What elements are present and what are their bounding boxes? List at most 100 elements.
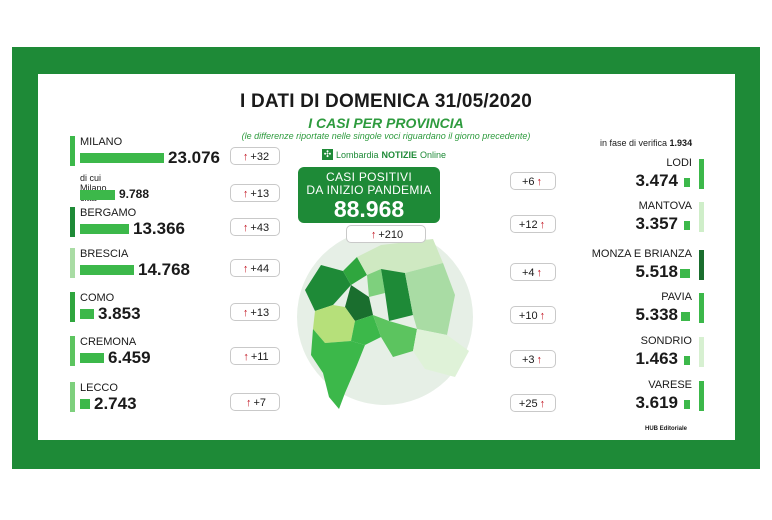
province-diff-box: ↑ +13 [230,303,280,321]
province-diff-box: ↑ +43 [230,218,280,236]
map-monza [345,285,373,321]
arrow-up-icon: ↑ [539,310,546,322]
map-lecco [367,269,385,297]
province-cases-value: 13.366 [133,219,185,238]
province-cases-value: 2.743 [94,394,137,413]
map-mantova [413,329,469,377]
province-cases-bar [684,221,690,230]
province-diff: +6 [521,176,535,188]
province-diff: +12 [518,219,538,231]
province-cases-bar [681,312,690,321]
province-cases-bar [80,399,90,409]
province-diff-box: +3 ↑ [510,350,556,368]
lombardy-map [297,229,473,409]
lombardia-logo-icon: ✣ [322,149,333,160]
province-name: SONDRIO [640,335,692,347]
province-cases-value: 23.076 [168,148,220,167]
arrow-up-icon: ↑ [370,229,377,241]
province-name: BERGAMO [80,207,137,219]
page-title: I DATI DI DOMENICA 31/05/2020 [240,91,532,112]
total-diff-box: ↑ +210 [346,225,426,243]
province-color-bar [70,136,75,166]
brand-name: Lombardia [336,149,379,160]
arrow-up-icon: ↑ [242,222,249,234]
province-diff: +32 [250,151,270,163]
province-color-bar [699,202,704,232]
province-diff: +4 [521,267,535,279]
arrow-up-icon: ↑ [536,354,543,366]
province-name: PAVIA [661,291,692,303]
total-diff: +210 [378,229,404,241]
province-cases-value: 9.788 [119,187,150,201]
province-diff-box: +10 ↑ [510,306,556,324]
map-milano [313,305,355,343]
province-diff: +44 [250,263,270,275]
province-diff-box: +12 ↑ [510,215,556,233]
province-cases-value: 6.459 [108,348,151,367]
verify-note: in fase di verifica 1.934 [600,138,692,148]
map-lodi [351,315,381,345]
province-cases-value: 5.338 [635,305,678,324]
province-name: VARESE [648,379,692,391]
province-name: COMO [80,292,115,304]
province-color-bar [699,381,704,411]
province-cases-value: 3.474 [635,171,678,190]
province-color-bar [699,293,704,323]
province-cases-value: 1.463 [635,349,678,368]
map-como [343,257,367,285]
province-diff: +7 [253,397,267,409]
province-cases-bar [684,400,690,409]
province-name: LODI [666,157,692,169]
credit: HUB Editoriale [645,426,688,432]
province-diff-box: +4 ↑ [510,263,556,281]
province-diff-box: ↑ +11 [230,347,280,365]
arrow-up-icon: ↑ [536,176,543,188]
map-brescia [405,263,455,335]
arrow-up-icon: ↑ [242,263,249,275]
province-cases-value: 3.619 [635,393,678,412]
province-name: MONZA E BRIANZA [591,248,692,260]
province-color-bar [70,207,75,237]
province-diff-box: ↑ +44 [230,259,280,277]
arrow-up-icon: ↑ [245,397,252,409]
province-diff: +13 [250,307,270,319]
arrow-up-icon: ↑ [242,188,249,200]
arrow-up-icon: ↑ [536,267,543,279]
province-name: CREMONA [80,336,137,348]
province-diff: +13 [250,188,270,200]
province-color-bar [70,248,75,278]
province-cases-bar [680,269,690,278]
brand-logo: ✣ Lombardia NOTIZIE Online [322,149,446,160]
province-cases-bar [684,356,690,365]
total-value: 88.968 [333,196,405,222]
map-varese [305,265,351,311]
province-color-bar [70,292,75,322]
province-cases-bar [80,353,104,363]
province-cases-value: 14.768 [138,260,190,279]
verify-label: in fase di verifica [600,138,668,148]
province-diff-box: +6 ↑ [510,172,556,190]
province-diff-box: ↑ +7 [230,393,280,411]
province-cases-bar [80,224,129,234]
province-cases-value: 3.853 [98,304,141,323]
province-name: MANTOVA [638,200,692,212]
province-diff: +3 [521,354,535,366]
province-diff-box: +25 ↑ [510,394,556,412]
map-pavia [311,329,365,409]
province-diff-box: ↑ +13 [230,184,280,202]
province-color-bar [70,382,75,412]
province-diff: +11 [250,351,269,363]
province-color-bar [699,337,704,367]
province-name: BRESCIA [80,248,129,260]
verify-value: 1.934 [669,138,693,148]
province-cases-bar [80,153,164,163]
province-cases-bar [80,190,115,200]
province-name: MILANO [80,136,123,148]
province-color-bar [70,336,75,366]
province-cases-bar [80,265,134,275]
arrow-up-icon: ↑ [243,351,249,363]
province-diff: +43 [250,222,270,234]
arrow-up-icon: ↑ [242,307,249,319]
arrow-up-icon: ↑ [539,219,546,231]
brand-name-bold: NOTIZIE [381,149,418,160]
